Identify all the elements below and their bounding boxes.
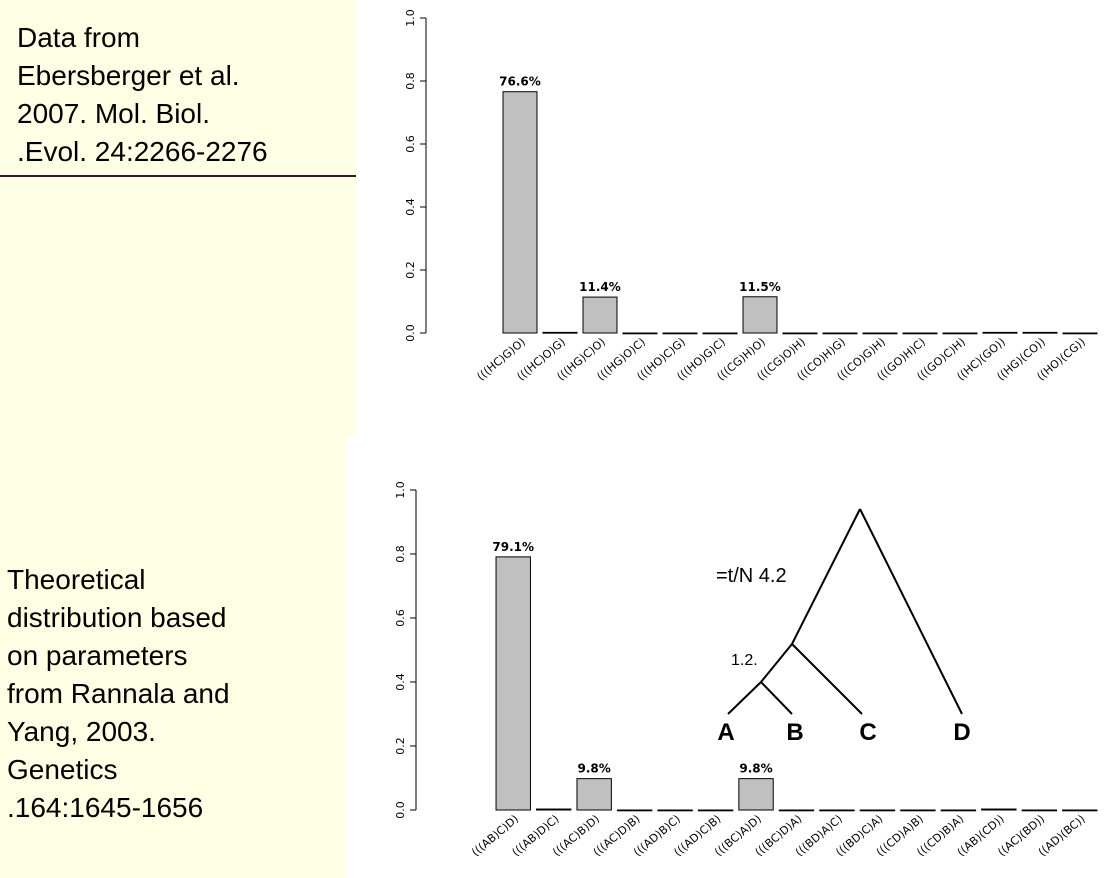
bar (502, 91, 538, 334)
bar (657, 809, 693, 812)
top-bar-chart: 0.00.20.40.60.81.076.6%(((HC)G)O)(((HC)O… (404, 9, 1098, 383)
tree-branch (760, 681, 793, 715)
bar (542, 331, 578, 334)
bottom-caption-panel (0, 436, 346, 878)
bottom-caption-line: from Rannala and (7, 678, 230, 709)
bar-value-label: 76.6% (499, 75, 541, 89)
bar-value-label: 11.5% (739, 280, 781, 294)
bar (702, 332, 738, 335)
bar (942, 332, 978, 335)
bar-value-label: 11.4% (579, 280, 621, 294)
top-caption-line: 2007. Mol. Biol. (17, 98, 210, 129)
bar (982, 331, 1018, 334)
bar (622, 332, 658, 335)
tree-leaf-a: A (717, 719, 734, 746)
y-tick-label: 0.4 (404, 198, 417, 216)
bar (782, 332, 818, 335)
bar-value-label: 9.8% (578, 762, 611, 776)
tree-branch (791, 508, 861, 645)
y-tick-label: 0.6 (394, 609, 407, 627)
caption-divider (0, 175, 356, 177)
bar (1062, 809, 1098, 812)
bottom-caption: Theoretical distribution based on parame… (7, 561, 230, 827)
tree-leaf-d: D (953, 719, 970, 746)
y-tick-label: 0.2 (404, 261, 417, 279)
bar (616, 809, 653, 812)
top-caption-line: .Evol. 24:2266-2276 (17, 136, 268, 167)
y-tick-label: 1.0 (394, 481, 407, 499)
tree-branch (791, 643, 863, 715)
y-tick-label: 0.0 (404, 324, 417, 342)
bottom-bar-chart: 0.00.20.40.60.81.079.1%(((AB)C)D)(((AB)D… (394, 481, 1098, 859)
top-caption-line: Ebersberger et al. (17, 60, 240, 91)
tree-inner-parameter: 1.2. (731, 652, 758, 669)
y-tick-label: 1.0 (404, 9, 417, 27)
bar-value-label: 9.8% (739, 762, 772, 776)
bar (1022, 331, 1058, 334)
bar (862, 332, 898, 335)
bottom-caption-line: Yang, 2003. (7, 716, 156, 747)
bar (1062, 332, 1098, 335)
y-tick-label: 0.8 (404, 72, 417, 90)
bar (822, 332, 858, 335)
bar (900, 809, 936, 812)
top-caption-panel (0, 0, 356, 436)
y-tick-label: 0.4 (394, 673, 407, 691)
bottom-caption-line: Theoretical (7, 564, 146, 595)
top-caption: Data from Ebersberger et al. 2007. Mol. … (17, 19, 268, 171)
bar-value-label: 79.1% (492, 540, 534, 554)
bar (576, 778, 612, 811)
bar (981, 808, 1017, 811)
bar (940, 809, 977, 812)
tree-root-parameter: =t/N 4.2 (716, 565, 787, 587)
bar (778, 809, 815, 812)
bar (662, 332, 698, 335)
bar (742, 296, 778, 334)
tree-branch (760, 643, 793, 683)
bottom-caption-line: Genetics (7, 754, 118, 785)
tree-leaf-c: C (859, 719, 876, 746)
bar (902, 332, 938, 335)
bar (495, 556, 531, 811)
bottom-caption-line: distribution based (7, 602, 227, 633)
bottom-caption-line: .164:1645-1656 (7, 792, 204, 823)
bar (819, 809, 855, 812)
y-tick-label: 0.6 (404, 135, 417, 153)
top-caption-line: Data from (17, 22, 140, 53)
y-tick-label: 0.2 (394, 737, 407, 755)
tree-leaf-b: B (786, 719, 803, 746)
y-tick-label: 0.0 (394, 801, 407, 819)
bar (738, 778, 774, 811)
bar (536, 808, 572, 811)
bar (697, 809, 734, 812)
bottom-caption-line: on parameters (7, 640, 188, 671)
phylogenetic-tree: A B C D =t/N 4.2 1.2. (716, 508, 971, 746)
bar (1021, 809, 1057, 812)
y-tick-label: 0.8 (394, 545, 407, 563)
bar (582, 296, 618, 334)
bar (859, 809, 896, 812)
tree-branch (859, 508, 963, 715)
tree-branch (727, 681, 762, 715)
